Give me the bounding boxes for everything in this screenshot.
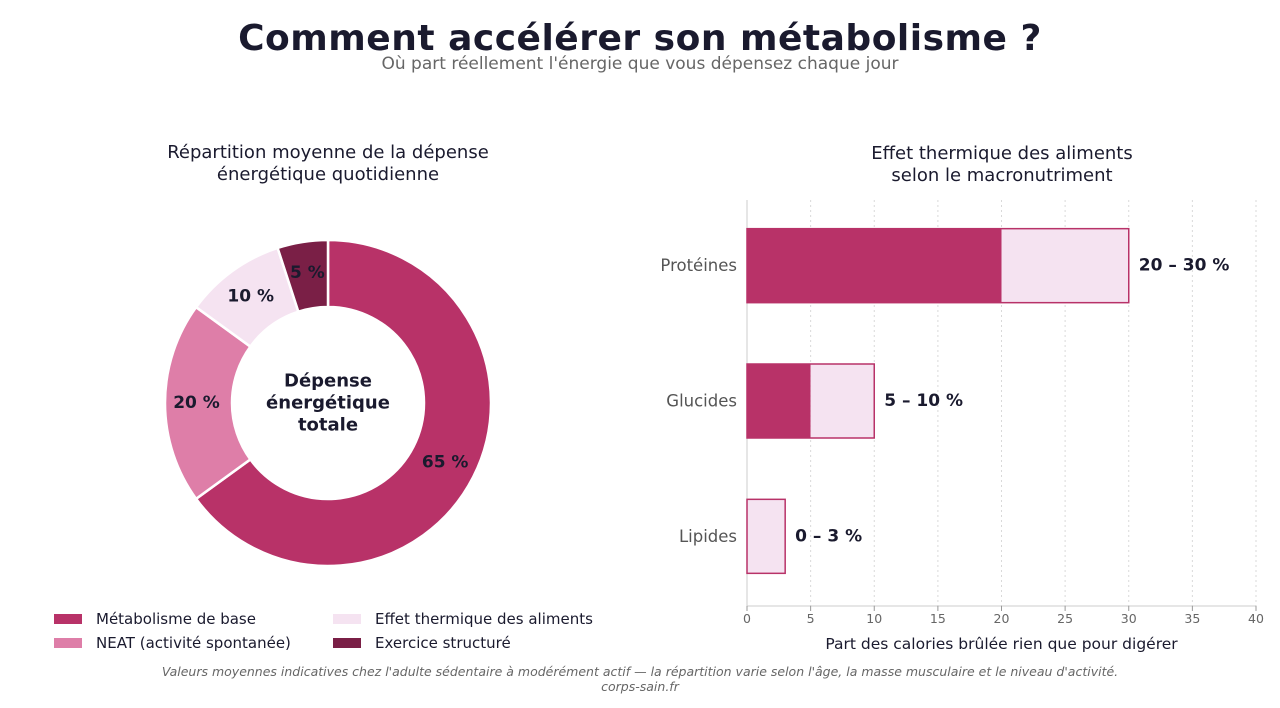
bar-x-tick-label: 40	[1248, 611, 1264, 626]
bar-x-tick-label: 25	[1057, 611, 1073, 626]
bar-low-1	[747, 364, 811, 438]
bar-chart: 20 – 30 % Protéines 5 – 10 % Glucides 0 – 3 …	[660, 200, 1264, 653]
legend-item-metabolisme: Métabolisme de base	[54, 607, 291, 631]
bar-outline-1	[746, 363, 875, 439]
donut-slice-exercice	[276, 238, 330, 314]
legend-swatch-neat	[54, 638, 82, 648]
legend-label-thermique: Effet thermique des aliments	[375, 610, 593, 628]
donut-legend-col-2: Effet thermique des aliments Exercice st…	[333, 607, 593, 655]
bar-x-tick-label: 15	[930, 611, 946, 626]
bar-x-tick-label: 0	[743, 611, 751, 626]
donut-center-label-line-3: totale	[298, 415, 358, 436]
donut-slice-neat	[163, 305, 253, 501]
bar-value-label-0: 20 – 30 %	[1139, 256, 1230, 276]
bar-x-axis-label: Part des calories brûlée rien que pour d…	[825, 635, 1178, 653]
donut-title-line-2: énergétique quotidienne	[216, 164, 440, 185]
bar-category-label-2: Lipides	[679, 527, 737, 546]
bar-x-tick-label: 5	[807, 611, 815, 626]
bar-x-tick-label: 10	[866, 611, 882, 626]
bar-x-tick-label: 30	[1121, 611, 1137, 626]
bar-outline-0	[746, 227, 1130, 304]
footer-source: corps-sain.fr	[601, 679, 679, 694]
donut-center-label-line-2: énergétique	[266, 393, 390, 414]
bar-x-tick-label: 20	[994, 611, 1010, 626]
donut-title-line-1: Répartition moyenne de la dépense	[167, 142, 489, 163]
donut-value-label-metabolisme: 65 %	[422, 453, 469, 473]
bar-low-0	[747, 228, 1002, 303]
legend-label-metabolisme: Métabolisme de base	[96, 610, 256, 628]
page-subtitle: Où part réellement l'énergie que vous dé…	[381, 54, 899, 74]
bar-chart-title: Effet thermique des aliments selon le ma…	[802, 143, 1202, 187]
bar-category-label-1: Glucides	[666, 392, 737, 411]
bar-value-label-2: 0 – 3 %	[795, 526, 862, 546]
bar-x-tick-label: 35	[1184, 611, 1200, 626]
legend-item-neat: NEAT (activité spontanée)	[54, 631, 291, 655]
legend-item-thermique: Effet thermique des aliments	[333, 607, 593, 631]
bar-range-1	[810, 364, 875, 438]
page-title: Comment accélérer son métabolisme ?	[238, 18, 1042, 59]
donut-value-label-neat: 20 %	[173, 393, 220, 413]
legend-swatch-exercice	[333, 638, 361, 648]
legend-swatch-metabolisme	[54, 614, 82, 624]
legend-label-neat: NEAT (activité spontanée)	[96, 634, 291, 652]
donut-legend: Métabolisme de base NEAT (activité spont…	[54, 607, 291, 655]
donut-slice-metabolisme	[194, 238, 493, 568]
legend-swatch-thermique	[333, 614, 361, 624]
bar-title-line-1: Effet thermique des aliments	[871, 143, 1133, 164]
legend-label-exercice: Exercice structuré	[375, 634, 511, 652]
bar-title-line-2: selon le macronutriment	[891, 165, 1113, 186]
donut-value-label-thermique: 10 %	[227, 287, 274, 307]
bar-value-label-1: 5 – 10 %	[884, 391, 963, 411]
bar-outline-2	[746, 498, 786, 575]
bar-range-0	[1001, 228, 1129, 303]
legend-item-exercice: Exercice structuré	[333, 631, 593, 655]
footer-note: Valeurs moyennes indicatives chez l'adul…	[161, 664, 1119, 679]
donut-chart-title: Répartition moyenne de la dépense énergé…	[128, 142, 528, 186]
donut-value-label-exercice: 5 %	[290, 263, 325, 283]
bar-category-label-0: Protéines	[660, 256, 737, 275]
bar-range-2	[747, 499, 786, 574]
donut-center-label-line-1: Dépense	[284, 371, 372, 392]
